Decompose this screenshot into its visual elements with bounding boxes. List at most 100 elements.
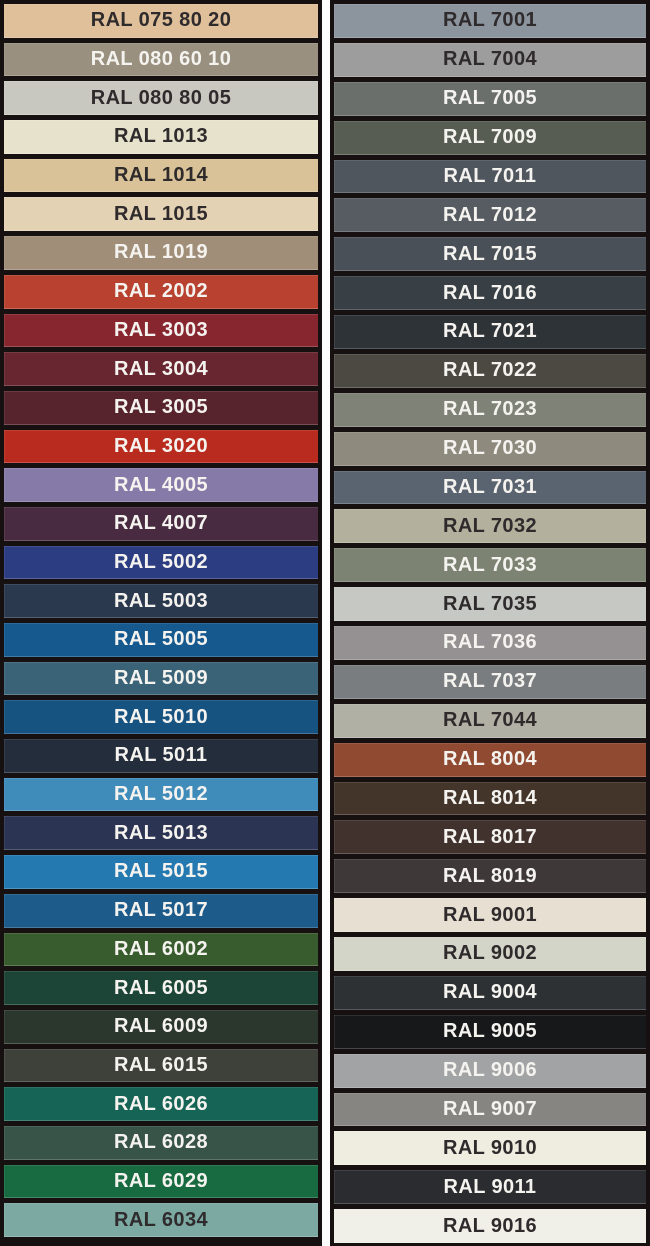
swatch-ral-7011[interactable]: RAL 7011 [334, 159, 646, 194]
swatch-label: RAL 7044 [443, 709, 537, 732]
swatch-ral-7023[interactable]: RAL 7023 [334, 392, 646, 427]
ral-column-2: RAL 7001 RAL 7004 RAL 7005 RAL 7009 RAL 7011… [330, 0, 650, 1246]
swatch-ral-4007[interactable]: RAL 4007 [4, 506, 318, 541]
swatch-ral-1019[interactable]: RAL 1019 [4, 236, 318, 270]
swatch-ral-6002[interactable]: RAL 6002 [4, 932, 318, 967]
swatch-label: RAL 6002 [114, 937, 208, 960]
swatch-label: RAL 3004 [114, 357, 208, 380]
swatch-ral-7036[interactable]: RAL 7036 [334, 626, 646, 660]
swatch-ral-6029[interactable]: RAL 6029 [4, 1164, 318, 1199]
swatch-label: RAL 7011 [443, 164, 537, 187]
swatch-ral-1013[interactable]: RAL 1013 [4, 120, 318, 154]
swatch-label: RAL 1015 [114, 202, 208, 225]
swatch-ral-2002[interactable]: RAL 2002 [4, 274, 318, 309]
swatch-ral-6028[interactable]: RAL 6028 [4, 1125, 318, 1160]
swatch-ral-5013[interactable]: RAL 5013 [4, 816, 318, 851]
swatch-label: RAL 9001 [443, 903, 537, 926]
swatch-ral-5010[interactable]: RAL 5010 [4, 700, 318, 735]
swatch-label: RAL 7031 [443, 475, 537, 498]
swatch-label: RAL 7009 [443, 126, 537, 149]
swatch-ral-3003[interactable]: RAL 3003 [4, 313, 318, 348]
swatch-ral-8014[interactable]: RAL 8014 [334, 781, 646, 816]
swatch-ral-6034[interactable]: RAL 6034 [4, 1203, 318, 1237]
swatch-ral-9007[interactable]: RAL 9007 [334, 1092, 646, 1127]
swatch-ral-9004[interactable]: RAL 9004 [334, 975, 646, 1010]
swatch-label: RAL 5012 [114, 783, 208, 806]
swatch-ral-7012[interactable]: RAL 7012 [334, 198, 646, 233]
swatch-ral-7005[interactable]: RAL 7005 [334, 81, 646, 116]
swatch-ral-1015[interactable]: RAL 1015 [4, 197, 318, 232]
swatch-ral-7044[interactable]: RAL 7044 [334, 703, 646, 738]
swatch-ral-7001[interactable]: RAL 7001 [334, 4, 646, 38]
swatch-ral-7022[interactable]: RAL 7022 [334, 353, 646, 388]
swatch-label: RAL 5011 [114, 744, 208, 767]
swatch-ral-7035[interactable]: RAL 7035 [334, 587, 646, 621]
swatch-label: RAL 6005 [114, 976, 208, 999]
swatch-label: RAL 7004 [443, 48, 537, 71]
swatch-ral-6005[interactable]: RAL 6005 [4, 971, 318, 1005]
swatch-ral-6015[interactable]: RAL 6015 [4, 1048, 318, 1083]
swatch-ral-5005[interactable]: RAL 5005 [4, 623, 318, 657]
ral-column-1: RAL 075 80 20 RAL 080 60 10 RAL 080 80 05 R… [0, 0, 322, 1246]
swatch-label: RAL 9002 [443, 942, 537, 965]
swatch-ral-9016[interactable]: RAL 9016 [334, 1209, 646, 1243]
swatch-label: RAL 080 60 10 [90, 48, 232, 71]
swatch-ral-8019[interactable]: RAL 8019 [334, 859, 646, 894]
swatch-label: RAL 6034 [114, 1208, 208, 1231]
swatch-ral-5011[interactable]: RAL 5011 [4, 739, 318, 773]
swatch-label: RAL 5005 [114, 628, 208, 651]
swatch-ral-9002[interactable]: RAL 9002 [334, 937, 646, 971]
swatch-ral-080-80-05[interactable]: RAL 080 80 05 [4, 81, 318, 116]
swatch-label: RAL 7037 [443, 670, 537, 693]
swatch-ral-5009[interactable]: RAL 5009 [4, 661, 318, 696]
swatch-ral-5015[interactable]: RAL 5015 [4, 855, 318, 889]
swatch-ral-7032[interactable]: RAL 7032 [334, 509, 646, 544]
swatch-ral-9011[interactable]: RAL 9011 [334, 1170, 646, 1205]
swatch-ral-8004[interactable]: RAL 8004 [334, 742, 646, 777]
swatch-label: RAL 8004 [443, 748, 537, 771]
swatch-label: RAL 1019 [114, 241, 208, 264]
swatch-ral-9001[interactable]: RAL 9001 [334, 898, 646, 932]
swatch-ral-7031[interactable]: RAL 7031 [334, 470, 646, 505]
swatch-label: RAL 7005 [443, 87, 537, 110]
swatch-label: RAL 7016 [443, 281, 537, 304]
swatch-label: RAL 5015 [114, 860, 208, 883]
swatch-ral-3004[interactable]: RAL 3004 [4, 352, 318, 386]
swatch-ral-1014[interactable]: RAL 1014 [4, 158, 318, 193]
swatch-label: RAL 5017 [114, 899, 208, 922]
swatch-ral-8017[interactable]: RAL 8017 [334, 820, 646, 855]
swatch-label: RAL 1014 [114, 164, 208, 187]
swatch-ral-075-80-20[interactable]: RAL 075 80 20 [4, 4, 318, 38]
swatch-ral-5012[interactable]: RAL 5012 [4, 777, 318, 812]
swatch-ral-7037[interactable]: RAL 7037 [334, 664, 646, 699]
swatch-label: RAL 7030 [443, 437, 537, 460]
swatch-ral-5003[interactable]: RAL 5003 [4, 584, 318, 618]
swatch-ral-3005[interactable]: RAL 3005 [4, 390, 318, 425]
swatch-ral-6009[interactable]: RAL 6009 [4, 1009, 318, 1044]
swatch-ral-6026[interactable]: RAL 6026 [4, 1087, 318, 1121]
swatch-ral-7016[interactable]: RAL 7016 [334, 276, 646, 310]
swatch-label: RAL 7032 [443, 514, 537, 537]
swatch-ral-080-60-10[interactable]: RAL 080 60 10 [4, 42, 318, 77]
swatch-label: RAL 5013 [114, 821, 208, 844]
swatch-ral-4005[interactable]: RAL 4005 [4, 468, 318, 502]
swatch-ral-5017[interactable]: RAL 5017 [4, 893, 318, 928]
swatch-label: RAL 3020 [114, 434, 208, 457]
swatch-label: RAL 7036 [443, 631, 537, 654]
swatch-ral-7033[interactable]: RAL 7033 [334, 548, 646, 583]
swatch-label: RAL 8017 [443, 825, 537, 848]
swatch-label: RAL 1013 [114, 125, 208, 148]
swatch-ral-9005[interactable]: RAL 9005 [334, 1014, 646, 1049]
swatch-ral-7015[interactable]: RAL 7015 [334, 237, 646, 272]
swatch-ral-7009[interactable]: RAL 7009 [334, 120, 646, 155]
swatch-label: RAL 6015 [114, 1053, 208, 1076]
swatch-ral-5002[interactable]: RAL 5002 [4, 545, 318, 580]
swatch-ral-9010[interactable]: RAL 9010 [334, 1131, 646, 1166]
swatch-ral-7021[interactable]: RAL 7021 [334, 315, 646, 349]
swatch-ral-9006[interactable]: RAL 9006 [334, 1053, 646, 1088]
swatch-ral-7004[interactable]: RAL 7004 [334, 42, 646, 77]
swatch-ral-3020[interactable]: RAL 3020 [4, 429, 318, 464]
swatch-ral-7030[interactable]: RAL 7030 [334, 431, 646, 466]
swatch-label: RAL 3003 [114, 318, 208, 341]
